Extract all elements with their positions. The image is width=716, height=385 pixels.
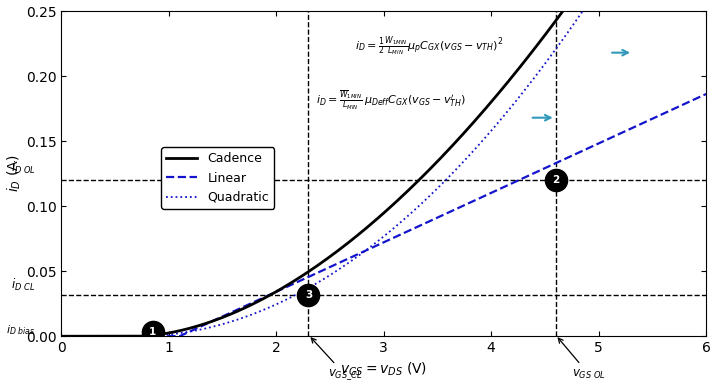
Text: 3: 3 — [305, 290, 312, 300]
Text: $i_{D\ CL}$: $i_{D\ CL}$ — [11, 277, 36, 293]
Text: $i_{D\ bias}$: $i_{D\ bias}$ — [6, 323, 36, 336]
Legend: Cadence, Linear, Quadratic: Cadence, Linear, Quadratic — [161, 147, 274, 209]
Text: $v_{GS\_CL}$: $v_{GS\_CL}$ — [311, 338, 362, 382]
Y-axis label: $i_D$ (A): $i_D$ (A) — [6, 155, 23, 192]
Text: $v_{GS\ OL}$: $v_{GS\ OL}$ — [558, 338, 606, 380]
Text: 1: 1 — [149, 327, 156, 337]
X-axis label: $v_{GS} = v_{DS}$ (V): $v_{GS} = v_{DS}$ (V) — [340, 361, 427, 378]
Text: $i_{D\ OL}$: $i_{D\ OL}$ — [11, 160, 36, 176]
Text: 2: 2 — [552, 175, 559, 185]
Text: $i_D = \frac{1}{2}\frac{W_{1MIN}}{L_{MIN}}\mu_p C_{GX}(v_{GS} - v_{TH})^2$: $i_D = \frac{1}{2}\frac{W_{1MIN}}{L_{MIN… — [354, 34, 503, 58]
Text: $i_D = \frac{\overline{W}_{1MIN}}{L_{MIN}}\,\mu_{Deff} C_{GX}(v_{GS} - v_{TH}^{\: $i_D = \frac{\overline{W}_{1MIN}}{L_{MIN… — [316, 89, 466, 112]
